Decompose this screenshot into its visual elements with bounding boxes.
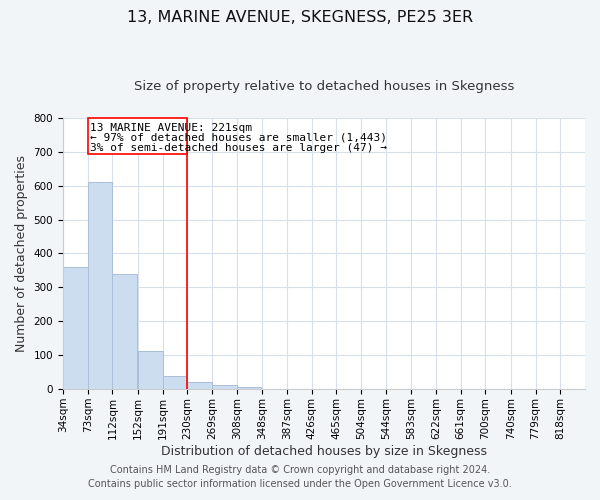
X-axis label: Distribution of detached houses by size in Skegness: Distribution of detached houses by size … <box>161 444 487 458</box>
Bar <box>212 385 237 389</box>
Text: 13 MARINE AVENUE: 221sqm: 13 MARINE AVENUE: 221sqm <box>90 122 252 132</box>
Title: Size of property relative to detached houses in Skegness: Size of property relative to detached ho… <box>134 80 514 93</box>
Text: 3% of semi-detached houses are larger (47) →: 3% of semi-detached houses are larger (4… <box>90 144 387 154</box>
Y-axis label: Number of detached properties: Number of detached properties <box>15 155 28 352</box>
Text: ← 97% of detached houses are smaller (1,443): ← 97% of detached houses are smaller (1,… <box>90 133 387 143</box>
Bar <box>138 351 163 389</box>
Bar <box>262 388 287 389</box>
Bar <box>536 388 560 389</box>
FancyBboxPatch shape <box>88 118 187 154</box>
Bar <box>163 376 187 389</box>
Bar <box>63 267 88 389</box>
Text: 13, MARINE AVENUE, SKEGNESS, PE25 3ER: 13, MARINE AVENUE, SKEGNESS, PE25 3ER <box>127 10 473 25</box>
Bar <box>187 382 212 389</box>
Text: Contains HM Land Registry data © Crown copyright and database right 2024.
Contai: Contains HM Land Registry data © Crown c… <box>88 465 512 489</box>
Bar <box>237 388 262 389</box>
Bar <box>88 182 112 389</box>
Bar <box>112 274 137 389</box>
